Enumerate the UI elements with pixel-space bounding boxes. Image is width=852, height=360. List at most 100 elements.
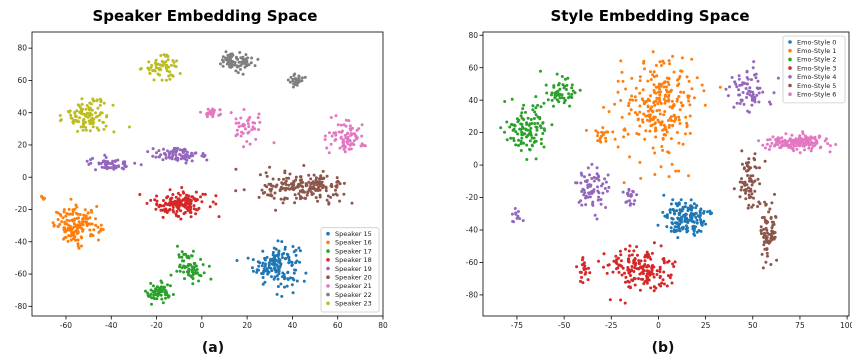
data-point <box>613 137 617 141</box>
data-point <box>339 123 343 127</box>
data-point <box>90 113 94 117</box>
data-point <box>190 254 194 258</box>
data-point <box>169 273 173 277</box>
data-point <box>169 200 173 204</box>
data-point <box>124 164 128 168</box>
data-point <box>702 89 706 93</box>
data-point <box>668 208 672 212</box>
data-point <box>660 120 664 124</box>
data-point <box>197 279 201 283</box>
data-point <box>668 276 672 280</box>
data-point <box>655 109 659 113</box>
data-point <box>554 90 558 94</box>
data-point <box>172 149 176 152</box>
data-point <box>253 127 257 131</box>
data-point <box>783 141 787 145</box>
data-point <box>264 262 267 266</box>
data-point <box>693 212 697 216</box>
data-point <box>314 196 318 200</box>
data-point <box>666 274 670 278</box>
data-point <box>217 113 221 117</box>
data-point <box>644 114 648 118</box>
data-point <box>685 125 689 129</box>
data-point <box>81 228 85 232</box>
data-point <box>564 88 568 91</box>
data-point <box>602 105 606 109</box>
data-point <box>56 218 60 221</box>
data-point <box>649 286 653 290</box>
data-point <box>640 271 644 275</box>
data-point <box>520 136 524 140</box>
data-point <box>362 144 366 147</box>
data-point <box>510 212 514 216</box>
data-point <box>529 133 533 137</box>
data-point <box>177 214 181 218</box>
data-point <box>659 165 663 169</box>
x-tick-label: 80 <box>378 321 388 330</box>
data-point <box>672 265 676 268</box>
data-point <box>748 86 752 90</box>
data-point <box>82 117 86 121</box>
data-point <box>545 91 549 95</box>
data-point <box>687 99 691 103</box>
data-point <box>166 283 169 287</box>
data-point <box>641 277 645 281</box>
data-point <box>579 171 583 175</box>
x-tick-label: 0 <box>656 321 661 330</box>
data-point <box>242 145 246 149</box>
data-point <box>263 191 267 194</box>
data-point <box>688 218 692 222</box>
data-point <box>607 185 611 189</box>
data-point <box>75 205 79 209</box>
data-point <box>646 276 650 280</box>
data-point <box>663 80 667 84</box>
data-point <box>92 121 96 125</box>
data-point <box>683 132 687 136</box>
data-point <box>284 179 288 183</box>
data-point <box>619 99 623 102</box>
data-point <box>757 91 761 95</box>
data-point <box>76 103 80 107</box>
data-point <box>78 116 81 120</box>
data-point <box>746 206 750 210</box>
data-point <box>762 243 766 247</box>
data-point <box>77 216 80 220</box>
data-point <box>99 223 103 227</box>
data-point <box>282 273 286 276</box>
data-point <box>638 75 642 79</box>
data-point <box>558 96 562 100</box>
data-point <box>343 150 347 154</box>
data-point <box>97 128 101 132</box>
data-point <box>211 200 215 204</box>
data-point <box>661 210 665 214</box>
data-point <box>294 248 298 252</box>
data-point <box>684 201 688 205</box>
data-point <box>533 110 537 114</box>
data-point <box>632 276 636 280</box>
data-point <box>250 266 254 270</box>
data-point <box>669 115 673 119</box>
data-point <box>239 116 243 120</box>
data-point <box>539 105 543 109</box>
legend-label: Emo-Style 2 <box>797 56 836 64</box>
series-speaker-23 <box>58 53 182 134</box>
data-point <box>660 145 664 148</box>
data-point <box>527 132 531 136</box>
data-point <box>570 96 574 99</box>
data-point <box>261 282 265 286</box>
data-point <box>62 237 66 241</box>
data-point <box>607 110 611 114</box>
data-point <box>95 205 99 208</box>
data-point <box>520 122 524 126</box>
data-point <box>270 262 274 266</box>
data-point <box>149 281 153 285</box>
data-point <box>174 201 178 205</box>
data-point <box>101 160 105 164</box>
data-point <box>671 198 675 202</box>
data-point <box>70 116 74 120</box>
data-point <box>596 134 600 138</box>
data-point <box>626 258 630 262</box>
data-point <box>79 108 83 112</box>
data-point <box>149 198 153 202</box>
data-point <box>164 156 168 160</box>
